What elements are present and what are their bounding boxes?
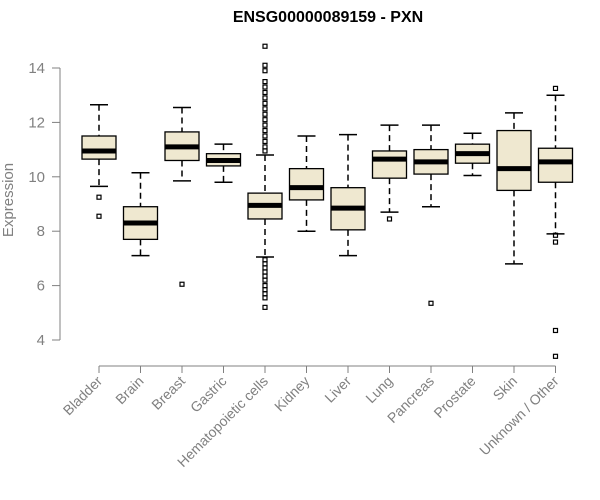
iqr-box [371, 150, 408, 179]
outlier-point [262, 43, 268, 49]
outlier-point [552, 353, 559, 359]
x-tick-label: Prostate [430, 373, 478, 421]
box-prostate [454, 132, 491, 177]
y-axis: 4 6 8 10 12 14 [28, 60, 61, 349]
y-axis-label: Expression [0, 163, 17, 237]
box-series [81, 43, 574, 359]
y-tick-label: 6 [37, 278, 45, 295]
outlier-point [262, 122, 268, 128]
x-tick-label: Breast [148, 373, 188, 413]
outlier-point [552, 85, 559, 92]
outlier-point [262, 291, 268, 297]
outlier-point [262, 78, 268, 85]
box-pancreas [413, 124, 449, 306]
box-skin [496, 112, 532, 265]
outlier-point [552, 327, 559, 334]
outlier-point [262, 84, 268, 90]
x-tick-label: Skin [490, 373, 521, 404]
box-kidney [288, 135, 325, 232]
x-tick-label: Unknown / Other [476, 373, 562, 459]
box-unknown-other [537, 85, 574, 359]
outlier-point [262, 138, 268, 145]
outlier-point [262, 283, 268, 289]
outlier-point [262, 117, 268, 123]
outlier-point [96, 213, 102, 219]
x-tick-label: Bladder [60, 373, 106, 419]
y-tick-label: 14 [28, 60, 45, 77]
outlier-point [262, 261, 268, 267]
iqr-box [81, 135, 117, 160]
box-liver [330, 133, 366, 257]
box-lung [371, 124, 408, 222]
box-gastric [205, 143, 242, 183]
outlier-point [552, 232, 559, 238]
chart-title: ENSG00000089159 - PXN [233, 9, 423, 26]
x-tick-label: Brain [112, 373, 146, 407]
outlier-point [262, 89, 268, 96]
y-tick-label: 10 [28, 169, 45, 186]
outlier-point [262, 257, 268, 263]
outlier-point [262, 304, 268, 310]
y-tick-label: 4 [37, 332, 45, 349]
outlier-point [262, 133, 268, 139]
outlier-point [262, 144, 268, 150]
outlier-point [262, 269, 268, 275]
outlier-point [262, 148, 268, 154]
y-tick-label: 12 [28, 114, 45, 131]
outlier-point [262, 277, 268, 283]
iqr-box [537, 147, 574, 183]
outlier-point [262, 287, 268, 293]
outlier-point [262, 62, 268, 68]
outlier-point [262, 95, 268, 101]
iqr-box [496, 129, 532, 192]
outlier-point [179, 281, 185, 287]
iqr-box [288, 167, 325, 201]
outlier-point [428, 300, 434, 306]
box-breast [164, 106, 200, 287]
outlier-point [262, 265, 268, 271]
x-tick-label: Lung [362, 373, 395, 406]
box-brain [122, 171, 159, 257]
outlier-point [262, 273, 268, 279]
x-tick-label: Kidney [271, 373, 313, 415]
outlier-point [262, 127, 268, 134]
outlier-point [262, 68, 268, 74]
box-bladder [81, 103, 117, 219]
outlier-point [262, 295, 268, 301]
outlier-point [386, 216, 393, 222]
outlier-point [552, 239, 559, 245]
outlier-point [262, 106, 268, 112]
outlier-point [262, 100, 268, 106]
y-tick-label: 8 [37, 223, 45, 240]
box-hematopoietic-cells [247, 43, 283, 310]
x-tick-label: Liver [321, 373, 354, 406]
outlier-point [96, 194, 102, 200]
outlier-point [262, 111, 268, 117]
